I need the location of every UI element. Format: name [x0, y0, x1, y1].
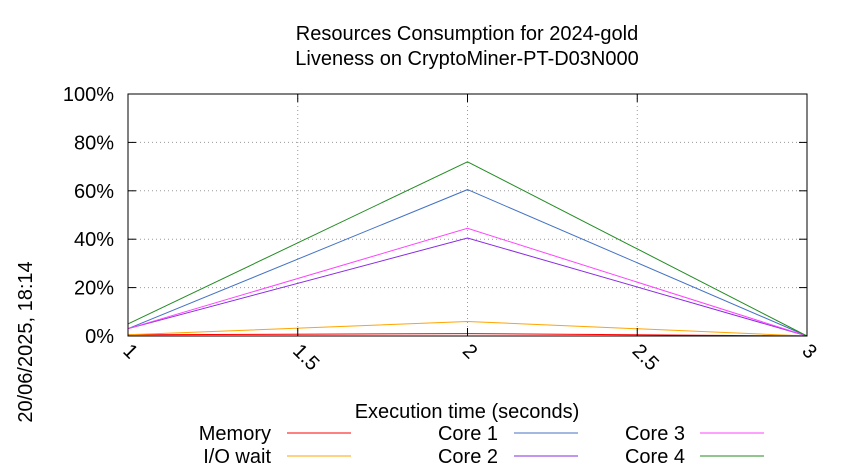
legend-label-core-1: Core 1 — [438, 423, 498, 445]
series-lines — [127, 161, 808, 337]
y-tick-label: 100% — [63, 84, 114, 106]
chart-title-line1: Resources Consumption for 2024-gold — [296, 23, 638, 45]
y-tick-label: 60% — [74, 181, 114, 203]
legend-label-core-2: Core 2 — [438, 446, 498, 468]
chart-title-line2: Liveness on CryptoMiner-PT-D03N000 — [295, 48, 639, 70]
x-tick-label: 1.5 — [288, 340, 323, 375]
series-line-i-o-wait — [127, 320, 808, 337]
series-line-core-3 — [127, 227, 808, 337]
legend-label-core-4: Core 4 — [625, 446, 685, 468]
grid-lines — [128, 94, 807, 336]
legend-label-core-3: Core 3 — [625, 423, 685, 445]
y-tick-label: 20% — [74, 278, 114, 300]
y-tick-label: 0% — [85, 326, 114, 348]
series-line-core-2 — [127, 237, 808, 337]
x-axis-label: Execution time (seconds) — [355, 401, 580, 423]
series-line-core-1 — [127, 189, 808, 337]
x-tick-label: 1 — [118, 340, 141, 363]
y-tick-label: 80% — [74, 132, 114, 154]
timestamp-label: 20/06/2025, 18:14 — [15, 261, 37, 422]
legend-label-memory: Memory — [199, 423, 271, 445]
series-line-core-4 — [127, 161, 808, 337]
y-tick-label: 40% — [74, 229, 114, 251]
legend-label-i-o-wait: I/O wait — [203, 446, 271, 468]
x-tick-label: 2.5 — [628, 340, 663, 375]
x-tick-label: 3 — [797, 340, 820, 363]
x-tick-label: 2 — [458, 340, 481, 363]
